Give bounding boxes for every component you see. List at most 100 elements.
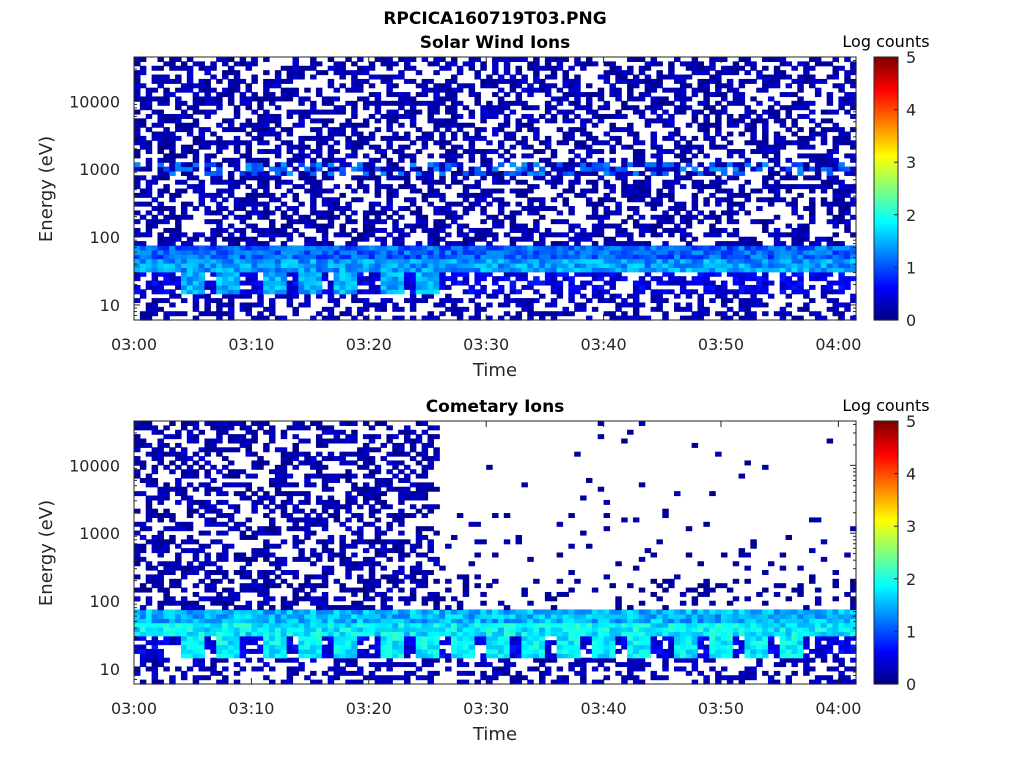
heatmap-cell bbox=[157, 166, 164, 172]
heatmap-cell bbox=[580, 280, 587, 286]
heatmap-cell bbox=[803, 184, 810, 190]
heatmap-cell bbox=[315, 284, 323, 290]
heatmap-cell bbox=[321, 122, 329, 128]
heatmap-cell bbox=[386, 184, 393, 190]
heatmap-cell bbox=[304, 65, 311, 71]
heatmap-cell bbox=[767, 105, 775, 111]
heatmap-cell bbox=[462, 83, 470, 89]
heatmap-cell bbox=[134, 267, 141, 273]
heatmap-cell bbox=[180, 206, 188, 212]
colorbar-swatch bbox=[874, 299, 898, 303]
heatmap-cell bbox=[274, 648, 282, 654]
heatmap-cell bbox=[151, 179, 159, 185]
heatmap-cell bbox=[591, 113, 599, 119]
heatmap-cell bbox=[157, 192, 164, 198]
heatmap-cell bbox=[720, 267, 728, 273]
heatmap-cell bbox=[404, 153, 411, 159]
heatmap-cell bbox=[145, 188, 153, 194]
heatmap-cell bbox=[380, 263, 388, 268]
heatmap-cell bbox=[533, 227, 540, 233]
heatmap-cell bbox=[674, 144, 681, 150]
heatmap-cell bbox=[603, 241, 611, 247]
heatmap-cell bbox=[533, 210, 540, 216]
heatmap-cell bbox=[597, 662, 605, 668]
heatmap-cell bbox=[386, 127, 393, 133]
heatmap-cell bbox=[726, 289, 734, 295]
heatmap-cell bbox=[785, 280, 793, 286]
heatmap-cell bbox=[421, 284, 429, 290]
heatmap-cell bbox=[544, 109, 552, 115]
heatmap-cell bbox=[803, 662, 810, 668]
heatmap-cell bbox=[797, 258, 804, 264]
heatmap-cell bbox=[374, 302, 382, 308]
heatmap-cell bbox=[386, 74, 393, 80]
heatmap-cell bbox=[603, 214, 611, 220]
heatmap-cell bbox=[204, 210, 211, 216]
heatmap-cell bbox=[697, 83, 704, 89]
heatmap-cell bbox=[544, 157, 552, 163]
heatmap-cell bbox=[327, 127, 335, 133]
heatmap-cell bbox=[697, 315, 704, 321]
heatmap-cell bbox=[409, 166, 417, 172]
heatmap-cell bbox=[439, 57, 446, 62]
heatmap-cell bbox=[204, 219, 211, 225]
heatmap-cell bbox=[292, 70, 299, 76]
heatmap-cell bbox=[486, 249, 493, 255]
heatmap-cell bbox=[709, 267, 716, 273]
heatmap-cell bbox=[709, 144, 716, 150]
heatmap-cell bbox=[163, 271, 170, 277]
heatmap-cell bbox=[726, 653, 734, 659]
heatmap-cell bbox=[674, 227, 681, 233]
heatmap-cell bbox=[186, 83, 194, 89]
heatmap-cell bbox=[274, 293, 282, 299]
heatmap-cell bbox=[767, 293, 775, 299]
heatmap-cell bbox=[474, 249, 481, 255]
heatmap-cell bbox=[527, 162, 534, 168]
heatmap-cell bbox=[497, 206, 505, 212]
heatmap-cell bbox=[474, 679, 481, 685]
heatmap-cell bbox=[145, 245, 153, 251]
heatmap-cell bbox=[556, 192, 564, 198]
heatmap-cell bbox=[427, 78, 434, 84]
heatmap-cell bbox=[263, 662, 270, 668]
heatmap-cell bbox=[386, 78, 393, 84]
heatmap-cell bbox=[814, 267, 822, 273]
heatmap-cell bbox=[421, 675, 429, 681]
heatmap-cell bbox=[644, 284, 652, 290]
heatmap-cell bbox=[662, 122, 669, 128]
heatmap-cell bbox=[445, 284, 452, 290]
heatmap-cell bbox=[134, 122, 141, 128]
heatmap-cell bbox=[427, 166, 434, 172]
heatmap-cell bbox=[480, 245, 487, 251]
heatmap-cell bbox=[134, 57, 141, 62]
heatmap-cell bbox=[333, 298, 341, 304]
heatmap-cell bbox=[715, 232, 722, 238]
heatmap-cell bbox=[339, 162, 346, 168]
heatmap-cell bbox=[409, 293, 417, 299]
heatmap-cell bbox=[263, 140, 270, 146]
heatmap-cell bbox=[145, 192, 153, 198]
heatmap-cell bbox=[591, 263, 599, 268]
heatmap-cell bbox=[198, 293, 206, 299]
colorbar-swatch bbox=[874, 313, 898, 317]
heatmap-cell bbox=[304, 153, 311, 159]
heatmap-cell bbox=[433, 258, 440, 264]
heatmap-cell bbox=[703, 166, 710, 172]
heatmap-cell bbox=[292, 254, 299, 260]
heatmap-cell bbox=[539, 149, 546, 155]
heatmap-cell bbox=[421, 271, 429, 277]
heatmap-cell bbox=[809, 241, 816, 247]
heatmap-cell bbox=[773, 249, 781, 255]
heatmap-cell bbox=[732, 276, 740, 282]
heatmap-cell bbox=[503, 70, 511, 76]
heatmap-cell bbox=[304, 258, 311, 264]
heatmap-cell bbox=[280, 258, 288, 264]
heatmap-cell bbox=[134, 135, 141, 141]
heatmap-cell bbox=[644, 192, 652, 198]
heatmap-cell bbox=[409, 245, 417, 251]
heatmap-cell bbox=[832, 223, 839, 229]
heatmap-cell bbox=[409, 271, 417, 277]
heatmap-cell bbox=[269, 197, 276, 203]
heatmap-cell bbox=[345, 311, 352, 317]
heatmap-cell bbox=[814, 236, 822, 242]
